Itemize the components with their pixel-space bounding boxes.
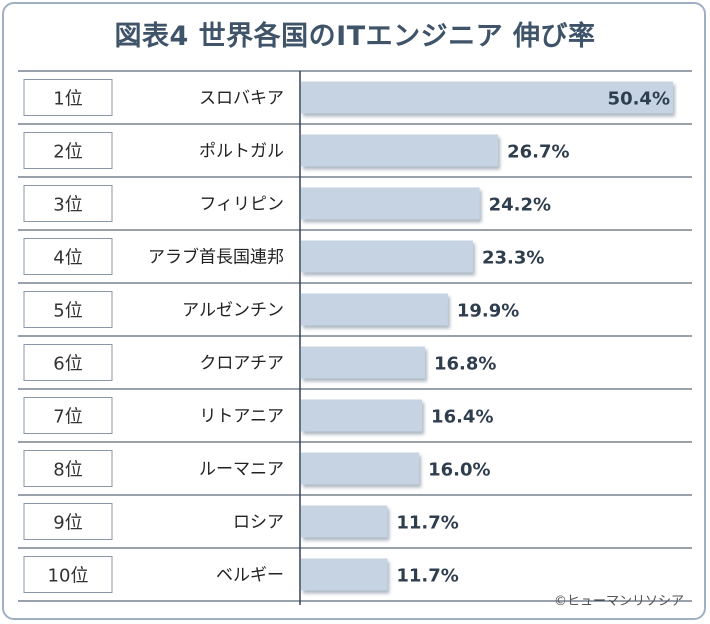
bar	[301, 187, 480, 220]
country-label: ロシア	[233, 513, 284, 533]
rank-box	[23, 344, 113, 381]
rank-box	[23, 503, 113, 540]
bar	[301, 134, 499, 167]
rank-label: 1位	[53, 89, 82, 110]
rank-label: 6位	[53, 354, 82, 375]
value-label: 11.7%	[396, 513, 458, 534]
bar	[301, 558, 388, 591]
country-label: ポルトガル	[199, 142, 284, 162]
country-label: アラブ首長国連邦	[148, 247, 284, 268]
bar	[301, 81, 673, 114]
rank-box	[23, 397, 113, 434]
rank-box	[23, 185, 113, 222]
rank-box	[23, 556, 113, 593]
country-label: ベルギー	[216, 566, 284, 586]
value-label: 16.4%	[431, 407, 493, 428]
value-label: 16.8%	[434, 354, 496, 375]
rank-label: 2位	[53, 142, 82, 163]
value-label: 24.2%	[489, 195, 551, 216]
rank-label: 8位	[53, 460, 82, 481]
rank-label: 7位	[53, 407, 82, 428]
country-label: クロアチア	[199, 354, 284, 374]
value-label: 26.7%	[507, 142, 569, 163]
bar	[301, 399, 423, 432]
country-label: フィリピン	[199, 195, 284, 215]
rank-box	[23, 79, 113, 116]
rank-label: 5位	[53, 301, 82, 322]
value-label: 19.9%	[457, 301, 519, 322]
country-label: ルーマニア	[199, 460, 284, 480]
rank-box	[23, 291, 113, 328]
rank-box	[23, 450, 113, 487]
bar	[301, 452, 420, 485]
bar	[301, 240, 473, 273]
bar	[301, 293, 448, 326]
value-label: 11.7%	[396, 566, 458, 587]
country-label: アルゼンチン	[182, 301, 284, 321]
rank-box	[23, 238, 113, 275]
country-label: スロバキア	[199, 89, 284, 109]
rank-label: 3位	[53, 195, 82, 216]
bar	[301, 346, 425, 379]
chart-title: 図表4 世界各国のITエンジニア 伸び率	[114, 21, 596, 52]
value-label: 16.0%	[428, 460, 490, 481]
value-label: 23.3%	[482, 248, 544, 269]
copyright-footer: ©ヒューマンリソシア	[553, 594, 684, 609]
rank-label: 4位	[53, 248, 82, 269]
country-label: リトアニア	[199, 407, 284, 427]
rank-label: 10位	[48, 566, 89, 587]
rank-label: 9位	[53, 513, 82, 534]
value-label: 50.4%	[608, 89, 670, 110]
bar	[301, 505, 388, 538]
rank-box	[23, 132, 113, 169]
